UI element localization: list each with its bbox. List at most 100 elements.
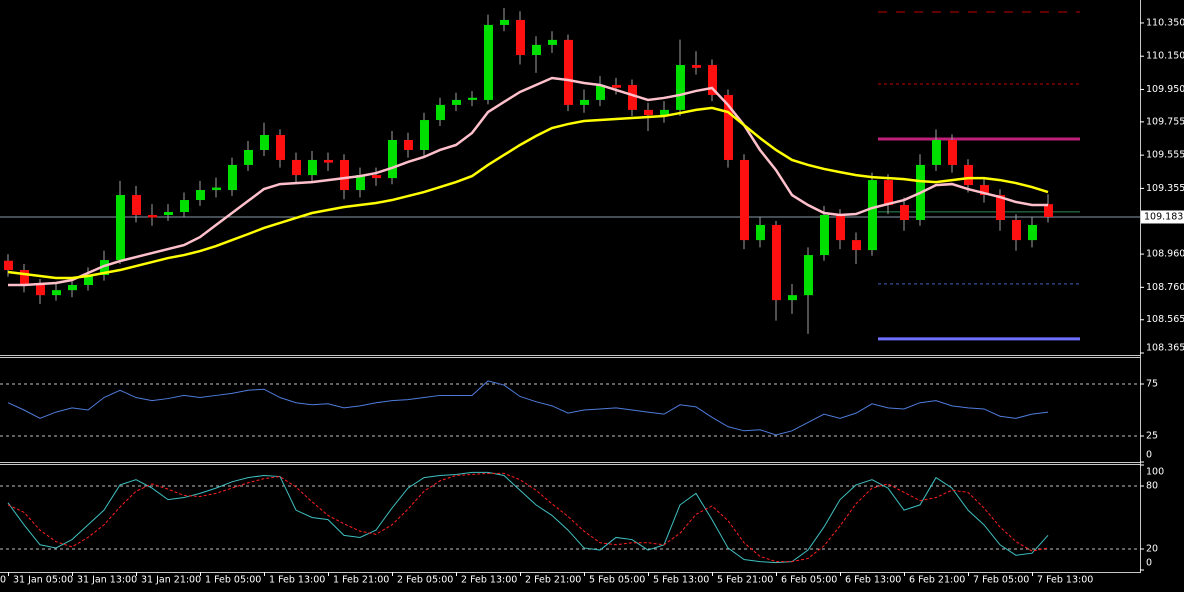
x-tick-label: 2 Feb 21:00 [525,575,581,586]
x-tick-label: 6 Feb 13:00 [845,575,901,586]
x-tick-label: 2 Feb 05:00 [397,575,453,586]
candle-body [516,19,525,56]
candle-body [564,39,573,105]
candle-body [884,180,893,206]
moving-average [8,76,1048,287]
candle-body [436,104,445,121]
candle-body [1044,204,1053,217]
current-price-box [1141,210,1184,224]
y-tick-label: 109.355 [1146,183,1184,194]
y-tick-label: 108.760 [1146,282,1184,293]
candle-body [868,180,877,251]
y-tick-label: 109.755 [1146,116,1184,127]
candle-body [148,214,157,218]
candle-body [500,19,509,25]
candle-body [852,240,861,251]
x-tick-label: 5 Feb 05:00 [589,575,645,586]
candle-body [68,284,77,291]
candle-body [692,65,701,68]
y-tick-label: 108.365 [1146,343,1184,354]
candle-body [1012,219,1021,241]
candle-body [244,149,253,165]
candle-body [708,65,717,95]
candle-body [404,140,413,150]
x-tick-label: 2 Feb 13:00 [461,575,517,586]
candle-body [292,159,301,176]
candle-body [580,99,589,105]
y-tick-label: 0 [1146,450,1152,461]
candle-body [84,275,93,285]
candle-body [228,164,237,191]
indicator-line [7,472,1049,563]
indicator-line [7,471,1049,564]
candle-body [36,284,45,296]
candle-body [388,140,397,179]
y-tick-label: 110.150 [1146,51,1184,62]
candle-body [820,214,829,256]
x-tick-label: 7 Feb 13:00 [1037,575,1093,586]
candle-body [1028,224,1037,241]
candle-body [116,195,125,261]
candle-body [452,99,461,105]
candle-body [308,159,317,176]
y-tick-label: 75 [1146,379,1158,390]
candle-body [740,159,749,241]
candle-body [164,212,173,215]
candle-body [932,140,941,165]
y-tick-label: 108.960 [1146,249,1184,260]
x-tick-label: 7 Feb 05:00 [973,575,1029,586]
x-tick-label: 31 Jan 05:00 [13,575,73,586]
candle-body [52,290,61,296]
candle-body [756,224,765,241]
x-tick-label: 6 Feb 05:00 [781,575,837,586]
candle-body [628,84,637,110]
candle-body [948,140,957,165]
candle-body [980,185,989,196]
y-tick-label: 25 [1146,431,1158,442]
candle-body [212,187,221,191]
y-tick-label: 109.555 [1146,150,1184,161]
x-tick-label: 0 [0,575,6,586]
x-tick-label: 6 Feb 21:00 [909,575,965,586]
candle-body [772,224,781,301]
candle-body [612,84,621,88]
candle-body [660,109,669,116]
x-tick-label: 1 Feb 13:00 [269,575,325,586]
candle-body [20,270,29,285]
y-tick-label: 80 [1146,481,1158,492]
x-tick-label: 31 Jan 13:00 [77,575,137,586]
x-tick-label: 1 Feb 21:00 [333,575,389,586]
candle-body [548,39,557,45]
y-tick-label: 0 [1146,558,1152,569]
candle-body [996,195,1005,220]
candle-body [276,135,285,160]
indicator-line [7,380,1049,436]
candle-body [836,214,845,241]
candle-body [900,205,909,220]
current-price-label: 109.183 [1144,211,1183,222]
candle-body [340,159,349,191]
y-tick-label: 108.565 [1146,314,1184,325]
x-tick-label: 5 Feb 13:00 [653,575,709,586]
candle-body [788,295,797,301]
candle-body [676,65,685,110]
candle-body [644,109,653,116]
candle-body [964,164,973,186]
candle-body [420,120,429,150]
candle-body [724,94,733,160]
candle-body [132,195,141,215]
y-tick-label: 100 [1146,467,1164,478]
candle-body [100,260,109,276]
candle-body [4,260,13,271]
candle-body [532,44,541,56]
moving-average [7,106,1049,280]
candle-body [484,24,493,100]
x-tick-label: 1 Feb 05:00 [205,575,261,586]
y-tick-label: 109.950 [1146,84,1184,95]
candle-body [196,190,205,201]
candle-body [372,175,381,179]
candle-body [596,84,605,100]
